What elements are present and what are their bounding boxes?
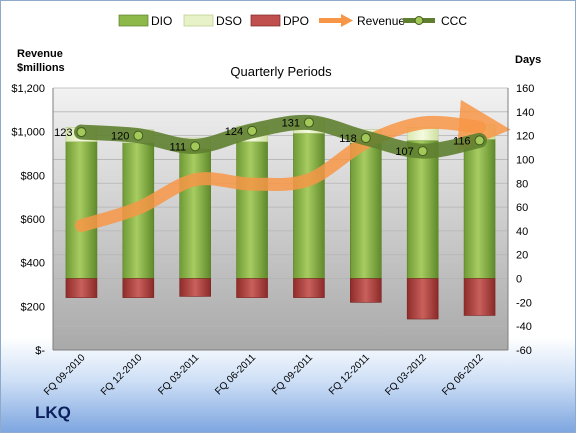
chart-title: Quarterly Periods — [230, 64, 332, 79]
right-tick-label: 140 — [516, 107, 534, 119]
revenue-line — [74, 99, 511, 233]
ccc-data-label: 124 — [225, 126, 243, 138]
dpo-bar — [293, 278, 325, 298]
right-tick-label: 100 — [516, 154, 534, 166]
category-label: FQ 09-2010 — [42, 352, 88, 398]
right-tick-label: 20 — [516, 250, 528, 262]
left-tick-label: $200 — [21, 301, 45, 313]
dio-bar — [463, 138, 496, 279]
right-tick-label: -40 — [516, 321, 532, 333]
left-tick-label: $800 — [21, 170, 45, 182]
dio-bar — [293, 132, 325, 279]
dpo-bar — [350, 278, 382, 303]
dio-bar — [406, 140, 439, 279]
right-tick-label: 160 — [516, 83, 534, 95]
category-label: FQ 09-2011 — [270, 352, 315, 397]
legend-label-ccc: CCC — [441, 14, 467, 28]
ccc-point — [133, 130, 144, 141]
right-tick-label: 0 — [516, 274, 522, 286]
ccc-point — [417, 146, 428, 157]
left-axis-title-line2: $millions — [17, 62, 65, 74]
ccc-data-label: 131 — [282, 118, 300, 130]
legend: DIO DSO DPO Revenue CCC — [118, 14, 467, 28]
dpo-bar — [65, 278, 98, 298]
right-tick-label: 40 — [516, 226, 528, 238]
legend-swatch-dso — [183, 14, 214, 27]
left-axis-title-line1: Revenue — [17, 48, 63, 60]
ccc-point — [190, 141, 201, 152]
ccc-point — [360, 133, 371, 144]
dio-bar — [350, 142, 382, 279]
dpo-bar — [236, 278, 268, 298]
dpo-bar — [463, 278, 496, 316]
right-tick-label: -60 — [516, 345, 532, 357]
left-tick-label: $- — [35, 345, 45, 357]
legend-arrowhead-revenue — [341, 14, 353, 27]
ccc-data-label: 116 — [453, 135, 471, 147]
category-label: FQ 06-2012 — [440, 352, 486, 398]
ccc-data-label: 107 — [395, 146, 413, 158]
category-label: FQ 03-2011 — [156, 352, 201, 397]
category-label: FQ 03-2012 — [383, 352, 429, 398]
left-tick-label: $1,200 — [11, 83, 45, 95]
ccc-point — [474, 135, 485, 146]
legend-label-dio: DIO — [151, 14, 172, 28]
ccc-data-label: 123 — [54, 127, 72, 139]
right-tick-label: 60 — [516, 202, 528, 214]
right-axis-title: Days — [515, 54, 541, 66]
left-tick-label: $1,000 — [11, 127, 45, 139]
legend-label-dso: DSO — [216, 14, 242, 28]
left-tick-label: $600 — [21, 214, 45, 226]
dio-bar — [236, 141, 268, 279]
legend-dot-ccc — [414, 16, 424, 25]
left-tick-label: $400 — [21, 258, 45, 270]
ccc-point — [303, 117, 314, 128]
dpo-bar — [406, 278, 439, 320]
legend-swatch-dpo — [250, 14, 281, 27]
category-label: FQ 12-2011 — [327, 352, 372, 397]
ccc-data-label: 120 — [111, 131, 129, 143]
legend-label-revenue: Revenue — [357, 14, 405, 28]
right-tick-label: -20 — [516, 297, 532, 309]
legend-label-dpo: DPO — [283, 14, 309, 28]
ccc-point — [76, 127, 87, 138]
ccc-data-label: 111 — [169, 141, 186, 153]
bars — [65, 118, 496, 320]
ccc-point — [247, 125, 258, 136]
legend-swatch-dio — [118, 14, 149, 27]
dio-bar — [179, 148, 211, 279]
category-label: FQ 12-2010 — [99, 352, 145, 398]
dpo-bar — [122, 278, 155, 298]
right-tick-label: 80 — [516, 178, 528, 190]
ccc-data-label: 118 — [339, 133, 357, 145]
category-label: FQ 06-2011 — [213, 352, 258, 397]
lines: 123 120 111 124 131 118 107 116 — [54, 99, 511, 233]
dio-bar — [65, 141, 98, 279]
company-name: LKQ — [35, 403, 71, 422]
dpo-bar — [179, 278, 211, 297]
right-tick-label: 120 — [516, 131, 534, 143]
